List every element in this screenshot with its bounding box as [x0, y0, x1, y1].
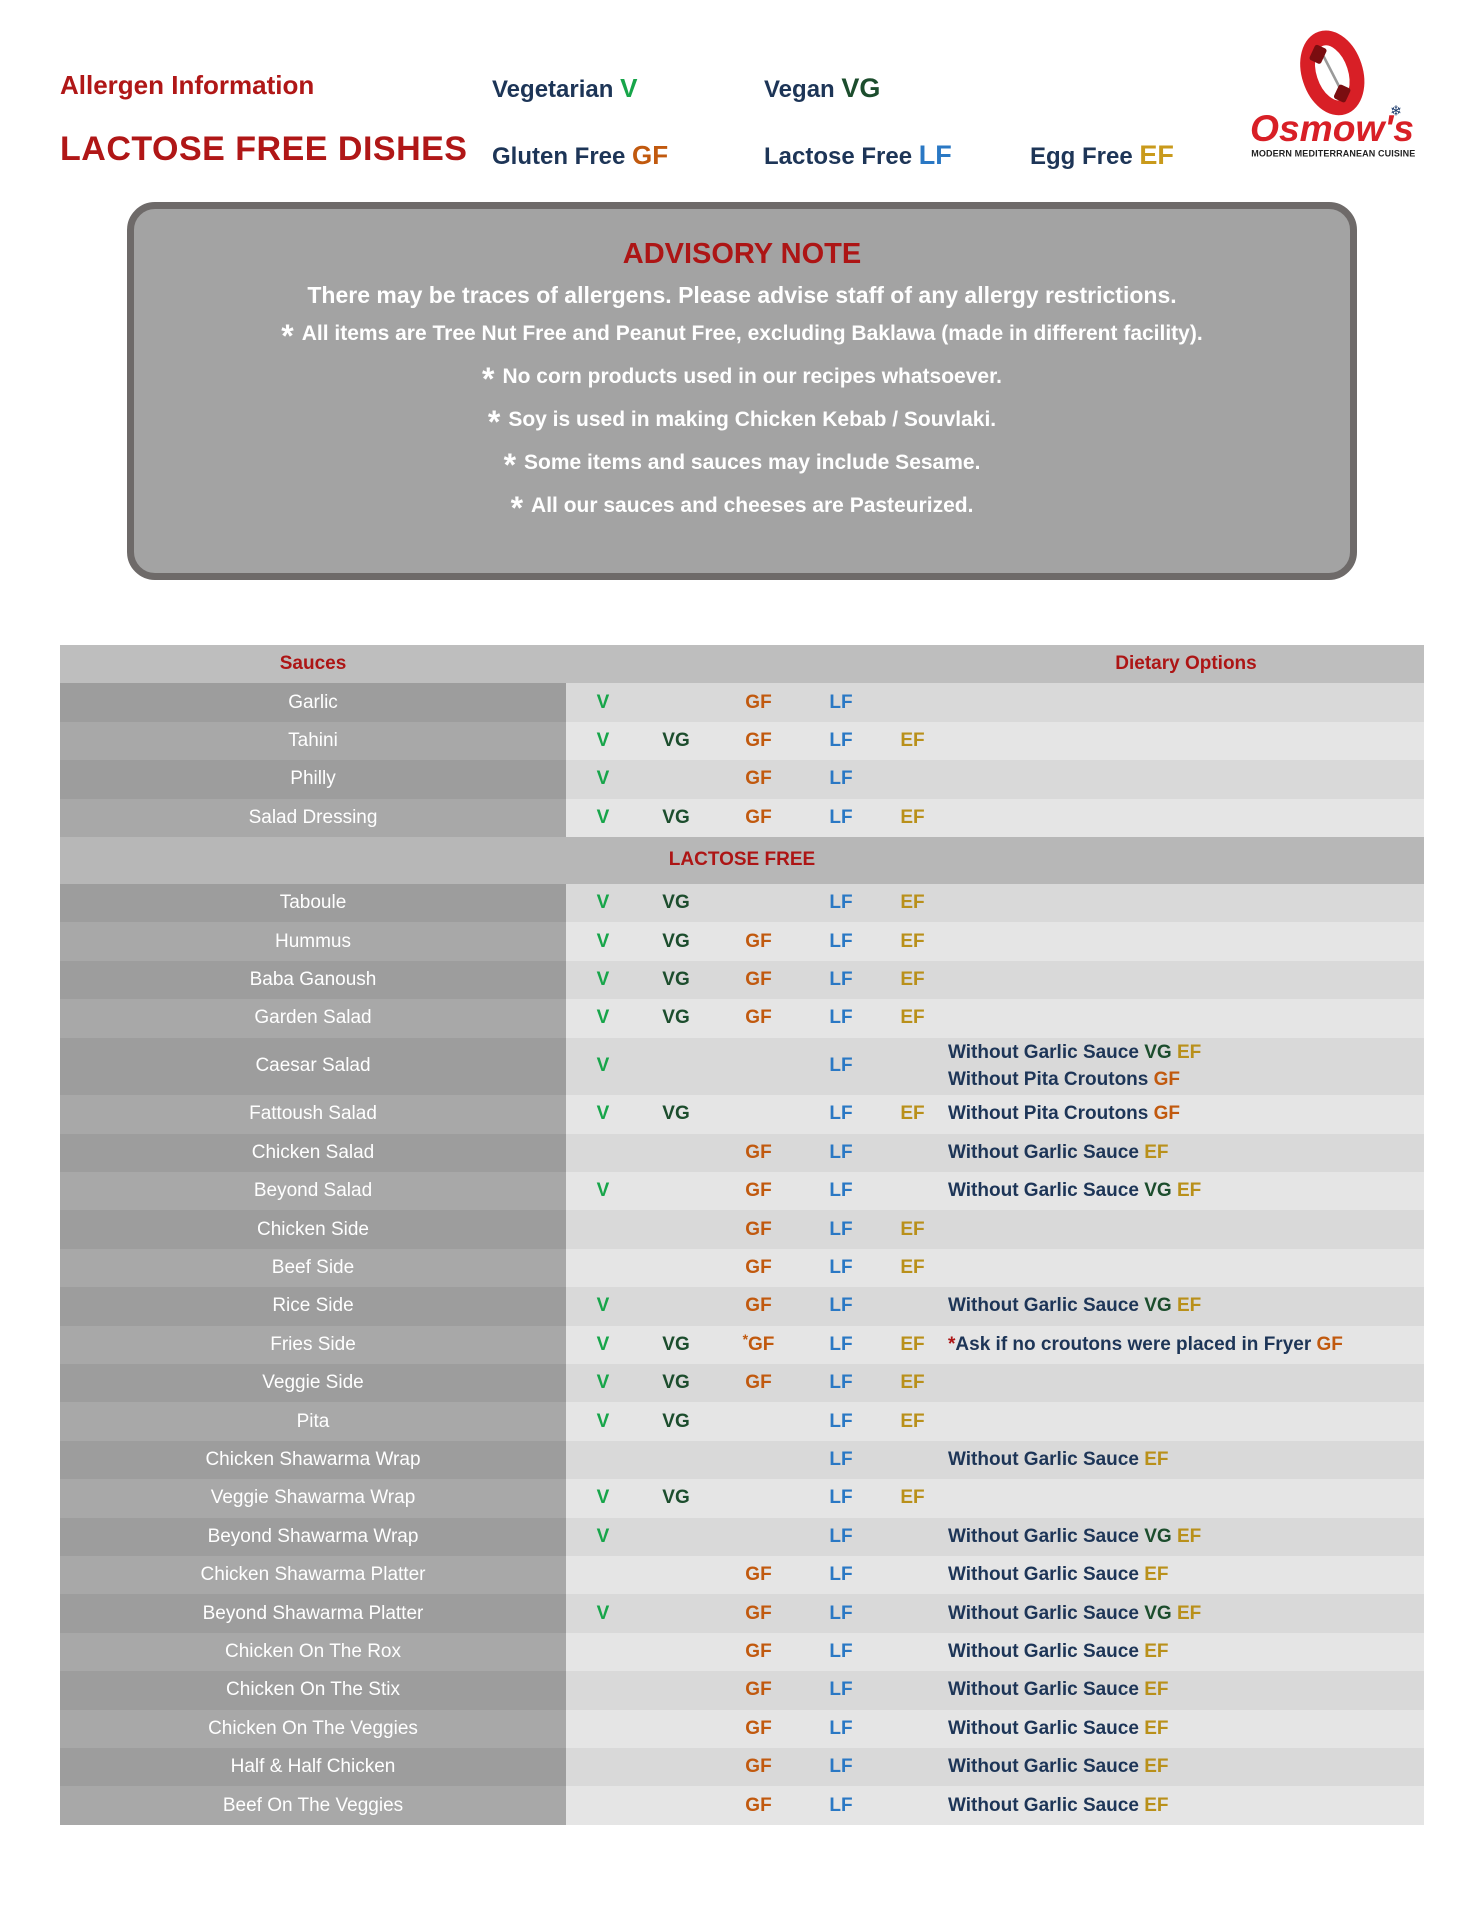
svg-text:Osmow's: Osmow's — [1250, 107, 1414, 149]
svg-text:MODERN MEDITERRANEAN CUISINE: MODERN MEDITERRANEAN CUISINE — [1251, 148, 1415, 158]
svg-text:❄: ❄ — [1390, 102, 1402, 118]
